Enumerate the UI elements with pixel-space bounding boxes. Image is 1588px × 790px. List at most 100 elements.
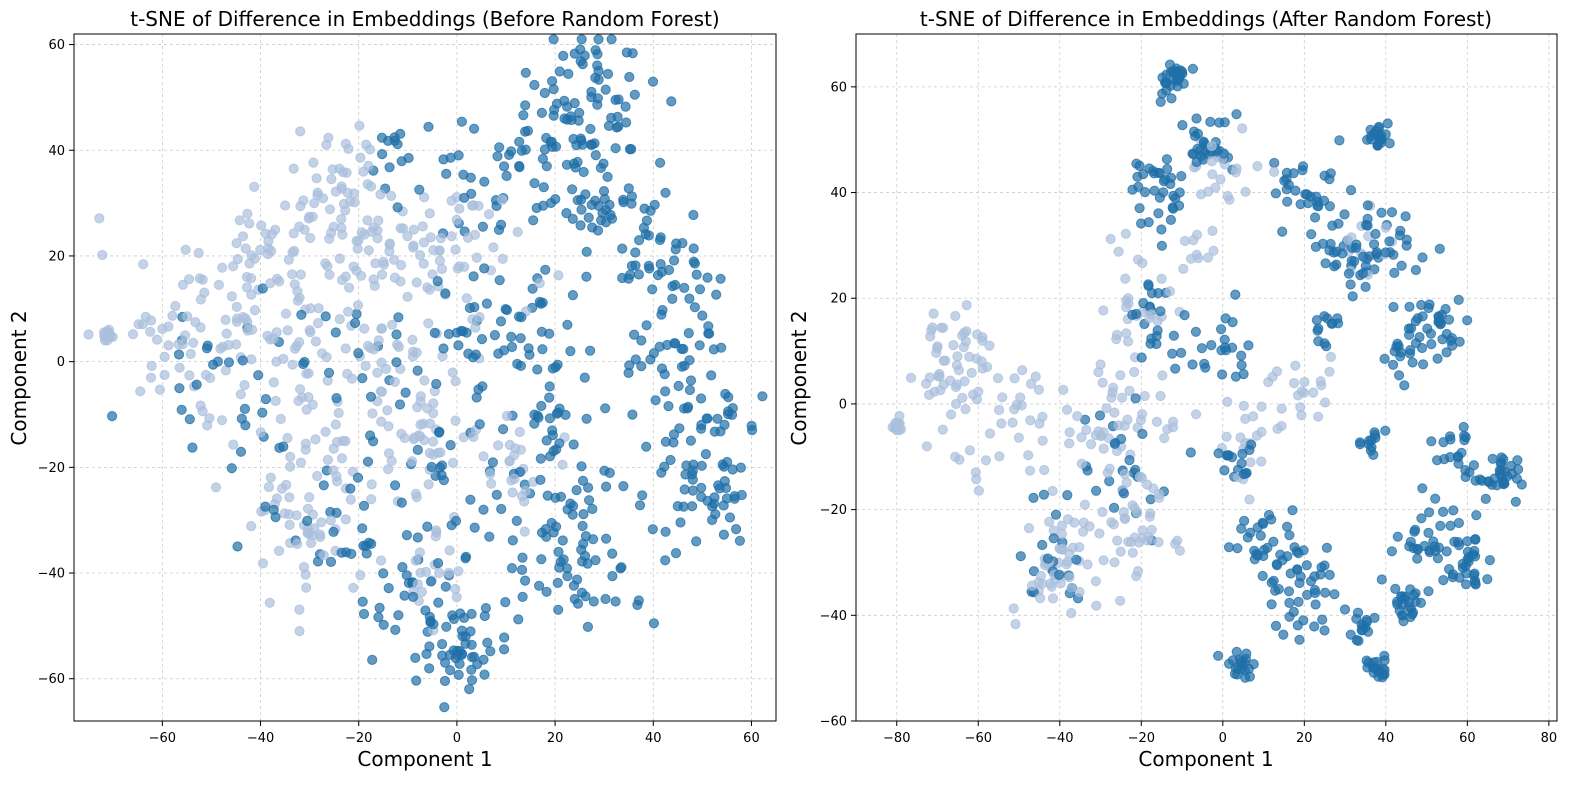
scatter-point-class-a: [1321, 542, 1333, 553]
scatter-point-class-a: [489, 330, 500, 341]
scatter-point-class-a: [1266, 514, 1277, 525]
scatter-point-class-a: [401, 570, 412, 581]
scatter-point-class-a: [1240, 672, 1251, 683]
scatter-point-class-b: [1129, 366, 1140, 378]
scatter-point-class-a: [1127, 309, 1138, 320]
scatter-point-class-a: [1510, 496, 1521, 507]
scatter-point-class-b: [387, 319, 398, 330]
scatter-point-class-b: [1067, 542, 1079, 553]
scatter-point-class-b: [934, 371, 945, 382]
scatter-point-class-b: [228, 261, 239, 272]
scatter-point-class-a: [1219, 334, 1230, 345]
scatter-point-class-b: [163, 340, 174, 351]
scatter-point-class-a: [1262, 542, 1273, 553]
scatter-point-class-b: [1097, 506, 1108, 518]
scatter-point-class-a: [493, 348, 504, 359]
scatter-point-class-a: [1441, 546, 1452, 557]
scatter-point-class-a: [1362, 134, 1373, 145]
scatter-point-class-a: [532, 364, 543, 375]
scatter-point-class-b: [279, 508, 290, 519]
scatter-point-class-b: [305, 232, 316, 244]
scatter-point-class-b: [304, 492, 315, 503]
scatter-point-class-b: [298, 195, 309, 206]
scatter-point-class-a: [535, 474, 546, 485]
scatter-point-class-b: [1178, 263, 1189, 274]
scatter-point-class-b: [242, 208, 253, 219]
scatter-point-class-a: [691, 269, 702, 280]
scatter-point-class-a: [513, 614, 524, 625]
scatter-point-class-a: [253, 370, 264, 381]
scatter-point-class-b: [284, 492, 295, 503]
scatter-point-class-a: [469, 123, 480, 134]
scatter-point-class-a: [1196, 343, 1208, 354]
scatter-point-class-b: [311, 173, 322, 184]
scatter-point-class-a: [1054, 569, 1065, 581]
scatter-point-class-a: [567, 184, 578, 195]
scatter-point-class-b: [997, 392, 1008, 403]
scatter-point-class-a: [423, 121, 434, 132]
scatter-point-class-a: [684, 355, 695, 366]
scatter-point-class-a: [547, 425, 558, 436]
scatter-point-class-b: [410, 555, 421, 566]
scatter-point-class-b: [407, 334, 418, 345]
scatter-point-class-b: [83, 329, 94, 340]
scatter-point-class-a: [1404, 301, 1415, 312]
scatter-point-class-a: [514, 136, 525, 147]
scatter-point-class-a: [1243, 340, 1254, 351]
scatter-point-class-a: [312, 556, 324, 567]
scatter-point-class-a: [747, 425, 758, 436]
scatter-point-class-b: [1146, 524, 1157, 535]
scatter-point-class-a: [1386, 546, 1398, 557]
scatter-point-class-a: [1158, 176, 1170, 187]
scatter-point-class-b: [1016, 400, 1027, 411]
x-tick-label: −60: [965, 731, 992, 746]
scatter-point-class-b: [173, 339, 184, 350]
scatter-point-class-a: [654, 341, 665, 352]
scatter-point-class-b: [1222, 190, 1233, 202]
scatter-point-class-a: [353, 348, 364, 359]
scatter-point-class-b: [1098, 305, 1109, 316]
scatter-point-class-a: [1412, 553, 1423, 564]
scatter-point-class-a: [1343, 268, 1355, 279]
scatter-point-class-b: [195, 294, 206, 305]
scatter-point-class-a: [1405, 611, 1416, 623]
scatter-point-class-b: [905, 372, 917, 383]
scatter-point-class-a: [499, 161, 510, 172]
scatter-point-class-a: [477, 221, 488, 232]
scatter-point-class-a: [1290, 185, 1301, 196]
scatter-point-class-b: [1159, 433, 1170, 444]
scatter-point-class-a: [1143, 217, 1154, 228]
scatter-point-class-b: [232, 254, 243, 265]
right-points: [887, 59, 1527, 683]
scatter-point-class-b: [446, 195, 457, 206]
scatter-point-class-b: [356, 227, 367, 238]
scatter-point-class-a: [1462, 315, 1473, 326]
scatter-point-class-a: [656, 363, 668, 374]
scatter-point-class-a: [517, 552, 528, 563]
scatter-point-class-a: [696, 423, 707, 434]
scatter-point-class-b: [1324, 366, 1335, 377]
scatter-point-class-a: [1319, 625, 1330, 636]
scatter-point-class-a: [634, 500, 646, 511]
scatter-point-class-a: [325, 556, 337, 568]
scatter-point-class-b: [1135, 414, 1147, 426]
scatter-point-class-b: [992, 373, 1004, 384]
scatter-point-class-b: [330, 419, 341, 430]
scatter-point-class-a: [565, 498, 576, 509]
scatter-point-class-a: [357, 596, 368, 607]
scatter-point-class-b: [359, 323, 370, 334]
scatter-point-class-b: [1106, 517, 1117, 528]
scatter-point-class-a: [1369, 264, 1380, 275]
scatter-point-class-a: [575, 133, 586, 144]
scatter-point-class-a: [345, 483, 356, 494]
scatter-point-class-b: [380, 363, 392, 374]
scatter-point-class-a: [679, 282, 690, 293]
scatter-point-class-a: [624, 71, 635, 83]
scatter-point-class-b: [353, 300, 364, 311]
scatter-point-class-b: [343, 306, 354, 317]
scatter-point-class-b: [938, 379, 949, 390]
scatter-point-class-a: [1319, 560, 1330, 571]
scatter-point-class-b: [244, 218, 255, 229]
scatter-point-class-a: [1199, 358, 1210, 369]
left-plot-frame: [73, 33, 777, 722]
